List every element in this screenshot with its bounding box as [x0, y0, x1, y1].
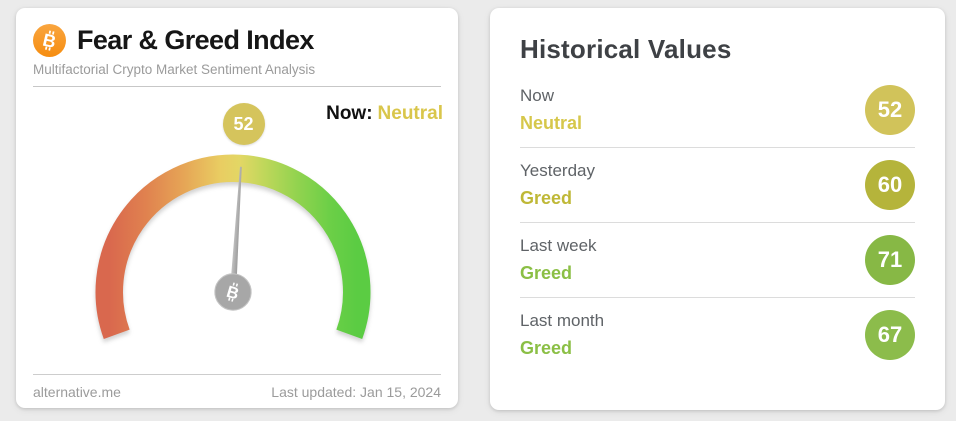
card-footer: alternative.me Last updated: Jan 15, 202…	[33, 374, 441, 408]
gauge-pivot	[214, 273, 252, 311]
history-row-value-badge: 52	[865, 85, 915, 135]
history-row-last-week: Last week Greed 71	[520, 222, 915, 297]
history-row-now: Now Neutral 52	[520, 73, 915, 147]
now-classification: Neutral	[377, 103, 443, 124]
page-subtitle: Multifactorial Crypto Market Sentiment A…	[33, 62, 316, 77]
svg-text:B: B	[41, 30, 58, 52]
gauge-needle	[229, 166, 242, 299]
history-row-classification: Neutral	[520, 113, 583, 133]
card-header: B Fear & Greed Index Multifactorial Cryp…	[16, 8, 458, 87]
history-row-label: Last month	[520, 311, 605, 330]
history-row-classification: Greed	[520, 338, 573, 358]
gauge-arc	[95, 154, 371, 340]
history-row-value-badge: 71	[865, 235, 915, 285]
fear-greed-gauge: B	[95, 154, 371, 340]
history-row-last-month: Last month Greed 67	[520, 297, 915, 372]
header-divider	[33, 86, 441, 87]
last-updated-label: Last updated: Jan 15, 2024	[271, 383, 441, 400]
history-row-value-badge: 60	[865, 160, 915, 210]
history-row-yesterday: Yesterday Greed 60	[520, 147, 915, 222]
source-link: alternative.me	[33, 383, 121, 400]
svg-text:B: B	[224, 283, 241, 304]
history-row-label: Last week	[520, 236, 597, 255]
gauge-needle-group: B	[214, 166, 252, 311]
history-row-label: Yesterday	[520, 161, 595, 180]
now-label: Now:	[326, 103, 373, 124]
gauge-value-badge: 52	[222, 103, 265, 146]
fear-greed-card: B Fear & Greed Index Multifactorial Cryp…	[16, 8, 458, 408]
history-row-classification: Greed	[520, 188, 573, 208]
history-row-classification: Greed	[520, 263, 573, 283]
history-row-label: Now	[520, 86, 555, 105]
bitcoin-icon: B	[33, 24, 66, 57]
page-title: Fear & Greed Index	[77, 25, 314, 55]
current-sentiment-line: Now: Neutral	[326, 103, 443, 125]
bitcoin-pivot-icon: B	[224, 282, 241, 304]
history-row-value-badge: 67	[865, 310, 915, 360]
historical-values-card: Historical Values Now Neutral 52 Yesterd…	[490, 8, 945, 410]
historical-title: Historical Values	[520, 34, 732, 64]
